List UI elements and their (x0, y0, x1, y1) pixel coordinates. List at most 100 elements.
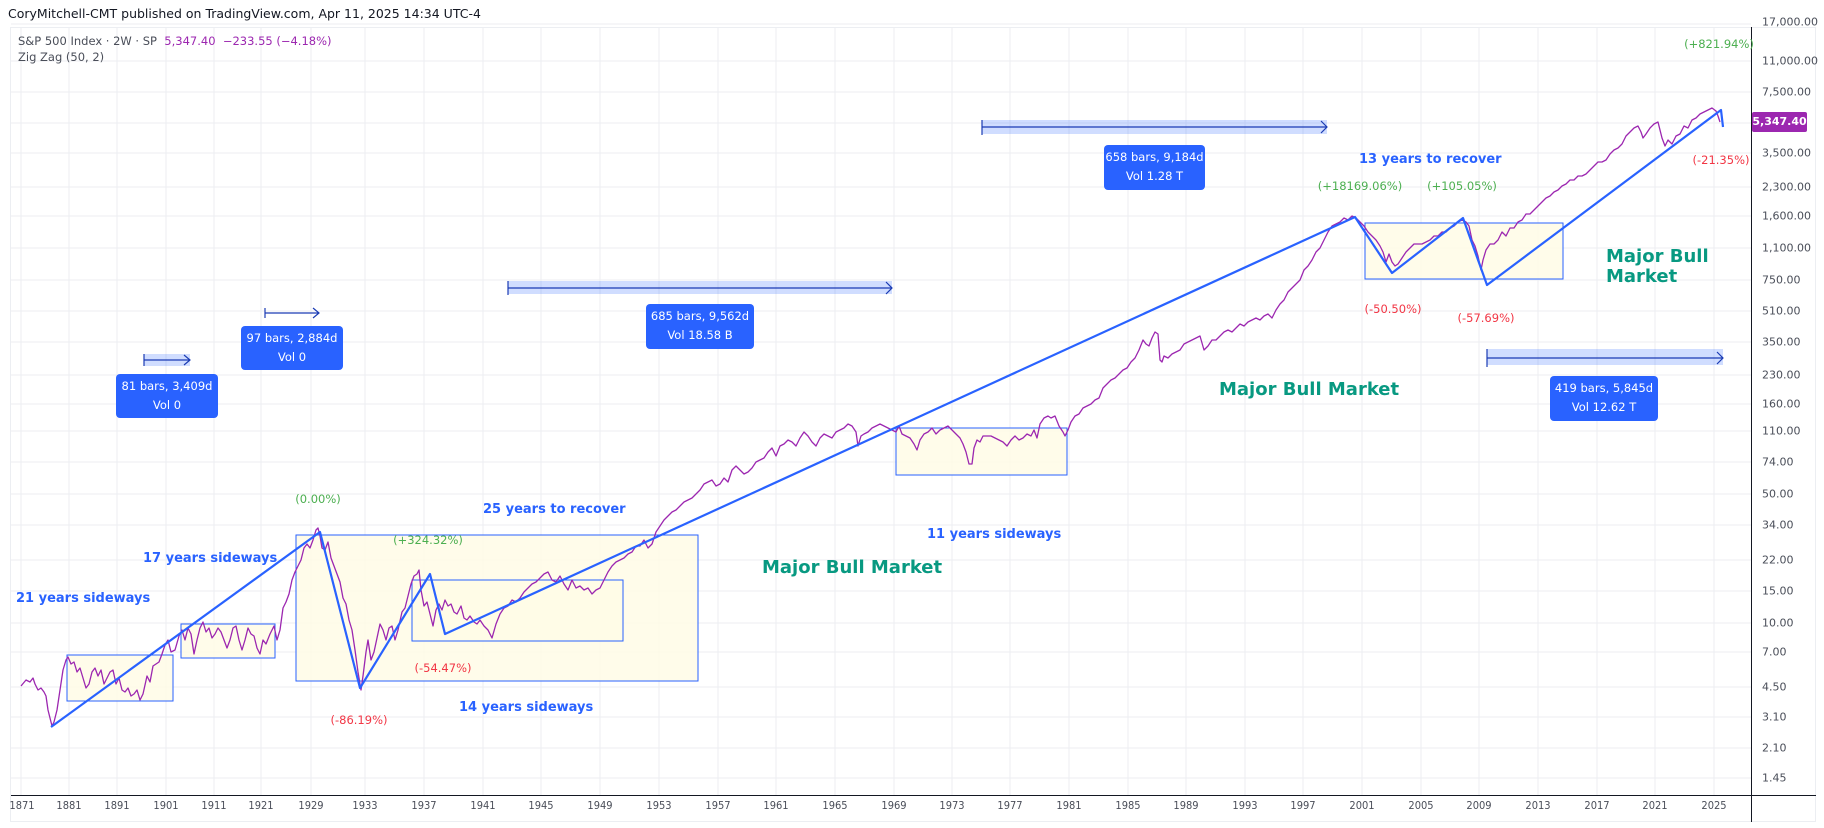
zigzag-label: (-57.69%) (1457, 311, 1515, 325)
price-label: 2,300.00 (1762, 180, 1811, 194)
time-label: 1989 (1173, 799, 1199, 812)
price-label: 74.00 (1762, 455, 1794, 469)
annotation-17-years-sideways[interactable]: 17 years sideways (143, 551, 278, 566)
price-label: 50.00 (1762, 487, 1794, 501)
zigzag-label: (+324.32%) (393, 533, 463, 547)
time-label: 1929 (298, 799, 324, 812)
price-label: 4.50 (1762, 680, 1787, 694)
price-label: 10.00 (1762, 616, 1794, 630)
annotation-line: Major Bull (1606, 246, 1709, 267)
price-label: 15.00 (1762, 584, 1794, 598)
price-label: 2.10 (1762, 741, 1787, 755)
annotation-14-years-sideways[interactable]: 14 years sideways (459, 700, 594, 715)
price-label: 750.00 (1762, 273, 1801, 287)
measurement-volume: Vol 1.28 T (1125, 169, 1184, 183)
price-label: 110.00 (1762, 424, 1801, 438)
box-1969-1980 (895, 427, 1068, 476)
time-label: 2005 (1408, 799, 1434, 812)
measurement-label[interactable]: 658 bars, 9,184d Vol 1.28 T (1104, 145, 1205, 190)
time-label: 1949 (587, 799, 613, 812)
price-label: 7,500.00 (1762, 85, 1811, 99)
time-label: 1945 (528, 799, 554, 812)
time-label: 1921 (248, 799, 274, 812)
range-boxes[interactable] (66, 222, 1564, 702)
time-label: 1985 (1115, 799, 1141, 812)
annotation-major-bull-market-2[interactable]: Major Bull Market (1219, 379, 1400, 400)
measurement-bars: 81 bars, 3,409d (121, 379, 213, 393)
price-label: 230.00 (1762, 368, 1801, 382)
measurement-label[interactable]: 81 bars, 3,409d Vol 0 (116, 374, 218, 418)
time-label: 1937 (411, 799, 437, 812)
measurement-bars: 419 bars, 5,845d (1554, 381, 1654, 395)
horizontal-grid (11, 23, 1751, 779)
annotation-major-bull-market-1[interactable]: Major Bull Market (762, 557, 943, 578)
vertical-grid (20, 27, 1715, 795)
price-label: 3,500.00 (1762, 146, 1811, 160)
measurement-volume: Vol 12.62 T (1571, 400, 1637, 414)
time-label: 2009 (1466, 799, 1492, 812)
price-label: 160.00 (1762, 397, 1801, 411)
annotation-13-years-to-recover[interactable]: 13 years to recover (1359, 152, 1502, 167)
zigzag-label: (-86.19%) (330, 713, 388, 727)
annotation-21-years-sideways[interactable]: 21 years sideways (16, 591, 151, 606)
zigzag-label: (0.00%) (295, 492, 341, 506)
box-1936-1950 (411, 579, 624, 642)
price-label: 7.00 (1762, 645, 1787, 659)
measurement-bars: 97 bars, 2,884d (246, 331, 338, 345)
measurement-volume: Vol 0 (152, 398, 182, 412)
measurement-bars: 685 bars, 9,562d (650, 309, 750, 323)
date-range-measures[interactable] (143, 120, 1724, 367)
price-line (20, 107, 1721, 727)
symbol-legend-row[interactable]: S&P 500 Index · 2W · SP 5,347.40 −233.55… (18, 33, 332, 49)
time-label: 1965 (822, 799, 848, 812)
price-label: 34.00 (1762, 518, 1794, 532)
publisher-header: CoryMitchell-CMT published on TradingVie… (8, 6, 481, 21)
indicator-legend-row[interactable]: Zig Zag (50, 2) (18, 50, 105, 64)
annotation-major-bull-market-3[interactable]: Major Bull Market (1606, 247, 1709, 287)
time-label: 1993 (1232, 799, 1258, 812)
measurement-label[interactable]: 419 bars, 5,845d Vol 12.62 T (1550, 376, 1658, 421)
zigzag-label: (+821.94%) (1684, 37, 1754, 51)
annotation-11-years-sideways[interactable]: 11 years sideways (927, 527, 1062, 542)
price-change: −233.55 (−4.18%) (222, 34, 332, 48)
zigzag-label: (-54.47%) (414, 661, 472, 675)
annotation-25-years-to-recover[interactable]: 25 years to recover (483, 502, 626, 517)
chart-legend[interactable]: S&P 500 Index · 2W · SP 5,347.40 −233.55… (18, 33, 332, 65)
price-axis-line (1751, 27, 1752, 822)
chart-frame (10, 27, 1816, 822)
measurement-label[interactable]: 97 bars, 2,884d Vol 0 (241, 326, 343, 370)
zigzag-label: (-21.35%) (1692, 153, 1750, 167)
price-label: 350.00 (1762, 335, 1801, 349)
time-label: 1941 (470, 799, 496, 812)
time-label: 1901 (153, 799, 179, 812)
price-label: 3.10 (1762, 710, 1787, 724)
time-label: 1957 (705, 799, 731, 812)
price-label: 17,000.00 (1762, 15, 1818, 29)
price-label: 1.45 (1762, 771, 1787, 785)
time-label: 2013 (1525, 799, 1551, 812)
time-label: 2017 (1584, 799, 1610, 812)
time-label: 2021 (1642, 799, 1668, 812)
measurement-bars: 658 bars, 9,184d (1105, 150, 1204, 164)
zigzag-label: (-50.50%) (1364, 302, 1422, 316)
current-price-tag: 5,347.40 (1752, 112, 1807, 132)
measurement-label[interactable]: 685 bars, 9,562d Vol 18.58 B (646, 304, 754, 349)
time-label: 2001 (1349, 799, 1375, 812)
time-label: 2025 (1701, 799, 1727, 812)
time-label: 1911 (201, 799, 227, 812)
price-label: 22.00 (1762, 553, 1794, 567)
zigzag-line (50, 108, 1725, 728)
time-label: 1981 (1056, 799, 1082, 812)
time-label: 1891 (104, 799, 130, 812)
measurement-volume: Vol 0 (277, 350, 307, 364)
time-label: 1881 (56, 799, 82, 812)
annotation-line: Market (1606, 266, 1678, 287)
price-label: 1,100.00 (1762, 241, 1811, 255)
time-label: 1969 (881, 799, 907, 812)
zigzag-label: (+105.05%) (1427, 179, 1497, 193)
time-label: 1973 (939, 799, 965, 812)
zigzag-label: (+18169.06%) (1317, 179, 1403, 193)
time-label: 1997 (1290, 799, 1316, 812)
price-label: 11,000.00 (1762, 54, 1818, 68)
